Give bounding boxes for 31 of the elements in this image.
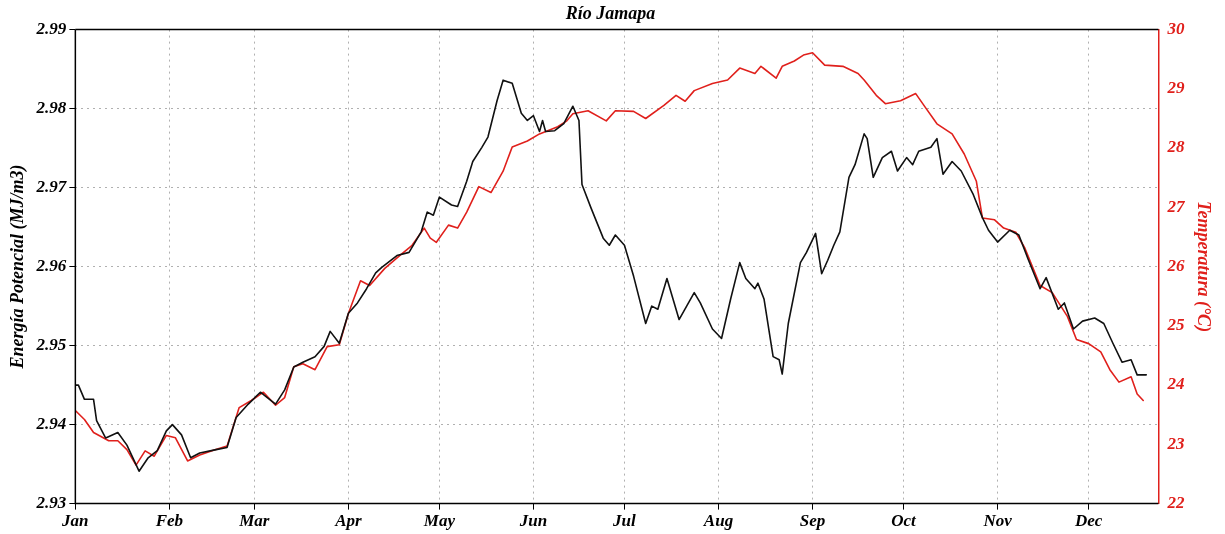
y2-tick-label: 27 bbox=[1166, 196, 1186, 216]
y2-tick-label: 30 bbox=[1166, 18, 1185, 38]
y-tick-label: 2.99 bbox=[35, 18, 67, 38]
x-tick-label: Oct bbox=[891, 511, 918, 531]
y2-tick-label: 23 bbox=[1166, 433, 1185, 453]
y2-tick-label: 26 bbox=[1166, 255, 1185, 275]
x-tick-label: May bbox=[422, 511, 456, 531]
y2-tick-label: 29 bbox=[1166, 78, 1185, 98]
x-tick-label: Jun bbox=[518, 511, 548, 531]
y2-axis-title: Temperatura (°C) bbox=[1192, 201, 1214, 333]
y2-tick-label: 22 bbox=[1166, 492, 1185, 512]
x-tick-label: Apr bbox=[334, 511, 362, 531]
y2-tick-label: 28 bbox=[1166, 137, 1185, 157]
y-tick-label: 2.98 bbox=[35, 97, 67, 117]
y-tick-label: 2.96 bbox=[35, 255, 67, 275]
y-tick-label: 2.93 bbox=[35, 492, 67, 512]
y2-tick-label: 24 bbox=[1166, 374, 1185, 394]
chart-title: Río Jamapa bbox=[564, 3, 656, 24]
y-tick-label: 2.97 bbox=[35, 176, 68, 196]
y-tick-label: 2.95 bbox=[35, 334, 67, 354]
x-tick-label: Dec bbox=[1073, 511, 1103, 531]
y-tick-label: 2.94 bbox=[35, 413, 67, 433]
x-tick-label: Jan bbox=[61, 511, 89, 531]
x-tick-label: Mar bbox=[238, 511, 270, 531]
y2-tick-label: 25 bbox=[1166, 315, 1185, 335]
x-tick-label: Aug bbox=[702, 511, 734, 531]
x-tick-label: Jul bbox=[612, 511, 637, 531]
y-axis-title: Energía Potencial (MJ/m3) bbox=[7, 164, 29, 370]
x-tick-label: Feb bbox=[154, 511, 184, 531]
x-tick-label: Nov bbox=[982, 511, 1013, 531]
x-tick-label: Sep bbox=[799, 511, 826, 531]
